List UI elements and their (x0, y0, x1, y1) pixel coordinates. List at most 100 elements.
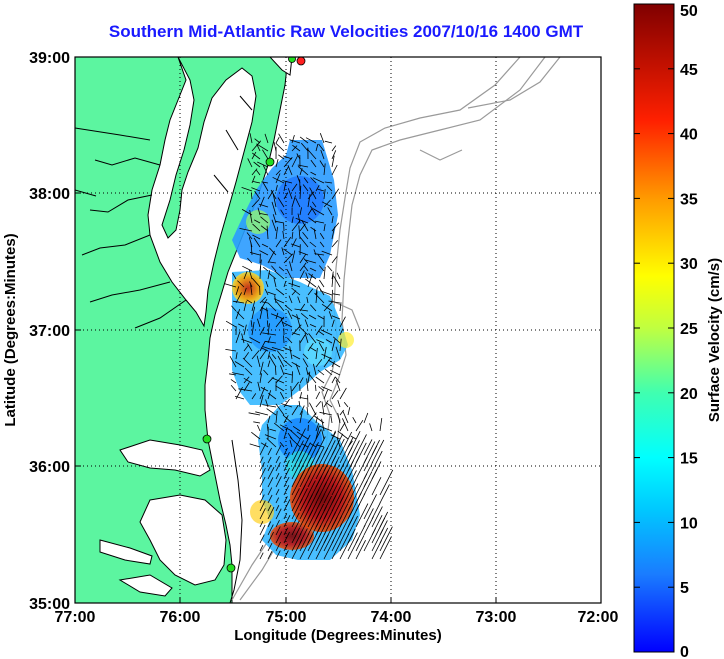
velocity-vector (283, 359, 293, 368)
velocity-vector (299, 442, 311, 464)
velocity-vector (282, 230, 285, 240)
velocity-vector (379, 526, 393, 552)
velocity-vector (302, 353, 309, 360)
velocity-vector (320, 149, 325, 160)
velocity-vector (371, 540, 382, 560)
velocity-vector (307, 372, 317, 384)
velocity-vector (315, 185, 320, 192)
velocity-vector (259, 340, 266, 352)
velocity-vector (267, 456, 272, 464)
velocity-vector (250, 284, 253, 296)
velocity-vector (272, 193, 277, 208)
velocity-vector (283, 372, 293, 376)
velocity-vector (303, 265, 309, 272)
velocity-vector (275, 541, 281, 552)
velocity-vector (239, 228, 253, 232)
velocity-vector (371, 506, 383, 528)
velocity-vector (248, 269, 253, 280)
velocity-vector (291, 183, 298, 192)
velocity-vector (319, 279, 325, 288)
velocity-vector (243, 270, 248, 280)
velocity-vector (299, 505, 312, 528)
velocity-vector (331, 289, 333, 304)
velocity-vector (299, 262, 307, 272)
velocity-vector (315, 391, 321, 400)
velocity-vector (292, 354, 301, 360)
barrier-islands (229, 439, 243, 603)
velocity-vector (314, 253, 325, 256)
velocity-vector (249, 281, 253, 288)
velocity-vector (268, 261, 277, 264)
velocity-vector (291, 512, 300, 528)
velocity-vector (334, 376, 341, 384)
velocity-vector (291, 404, 299, 416)
velocity-vector (299, 533, 310, 552)
velocity-vector (328, 300, 341, 304)
radar-station-green (265, 157, 275, 167)
velocity-vector (347, 478, 357, 496)
colorbar-tick-label: 20 (680, 386, 698, 403)
velocity-vector (283, 531, 290, 544)
velocity-vector (230, 384, 237, 392)
velocity-vector (267, 360, 271, 368)
velocity-vector (259, 521, 264, 528)
velocity-vector (258, 203, 269, 208)
velocity-vector (271, 219, 277, 232)
velocity-vector (261, 181, 269, 184)
velocity-vector (318, 386, 325, 392)
velocity-vector (319, 411, 333, 416)
velocity-vector (355, 535, 365, 552)
velocity-vector (252, 234, 261, 240)
velocity-vector (339, 508, 354, 536)
velocity-vector (268, 355, 277, 368)
velocity-vector (379, 536, 392, 560)
velocity-vector (297, 165, 309, 176)
velocity-vector (259, 467, 266, 480)
velocity-tint (276, 176, 324, 224)
velocity-vector (275, 239, 282, 248)
velocity-vector (307, 532, 322, 560)
velocity-vector (289, 261, 293, 272)
velocity-vector (269, 247, 277, 256)
velocity-vector (283, 335, 285, 344)
colorbar-tick-label: 40 (680, 127, 698, 144)
velocity-vector (379, 469, 394, 496)
velocity-vector (337, 430, 349, 440)
velocity-vector (275, 550, 281, 560)
velocity-tint (248, 308, 292, 352)
velocity-vector (339, 338, 342, 352)
velocity-vector (339, 473, 352, 496)
velocity-vector (321, 418, 325, 432)
velocity-vector (363, 469, 378, 496)
velocity-vector (304, 332, 309, 344)
velocity-vector (308, 217, 317, 224)
velocity-vector (339, 494, 349, 512)
velocity-vector (267, 302, 277, 312)
velocity-vector (323, 512, 336, 536)
velocity-vector (282, 414, 293, 424)
velocity-vector (283, 415, 289, 424)
velocity-vector (291, 314, 301, 320)
velocity-vector (379, 484, 390, 504)
velocity-vector (294, 308, 309, 312)
land-mass (75, 57, 289, 603)
velocity-vector (317, 315, 325, 320)
grid-lines (75, 57, 601, 603)
velocity-vector (283, 181, 287, 192)
velocity-vector (275, 410, 278, 424)
velocity-vector (307, 465, 320, 488)
velocity-vector (327, 359, 341, 368)
velocity-vector (283, 166, 289, 176)
velocity-vector (307, 412, 317, 424)
velocity-vector (307, 371, 311, 384)
velocity-vector (315, 425, 320, 440)
velocity-vector (323, 301, 333, 312)
velocity-vector (332, 293, 341, 296)
velocity-vector (321, 303, 333, 312)
velocity-vector (243, 352, 250, 360)
velocity-vector (291, 195, 296, 208)
velocity-vector (324, 181, 333, 184)
velocity-vector (315, 291, 318, 304)
velocity-vector (251, 431, 261, 440)
velocity-vector (250, 192, 253, 200)
